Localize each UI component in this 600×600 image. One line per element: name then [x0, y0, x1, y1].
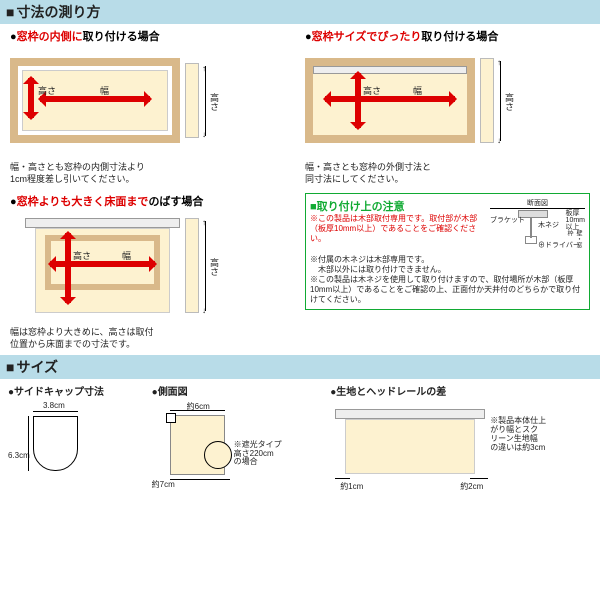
size1-diagram: 3.8cm 6.3cm [8, 401, 148, 491]
mount2-head: 窓枠サイズでぴったり取り付ける場合 [305, 28, 590, 44]
warning-box: ■取り付け上の注意 ※この製品は木部取付専用です。取付部が木部（板厚10mm以上… [305, 193, 590, 310]
mount1-head: 窓枠の内側に取り付ける場合 [10, 28, 295, 44]
mount1-diagram: 高さ 幅 ↑ ↓ 高さ [10, 48, 295, 158]
mount1-caption: 幅・高さとも窓枠の内側寸法より 1cm程度差し引いてください。 [10, 162, 295, 185]
section-title-1: 寸法の測り方 [16, 2, 100, 22]
size3-head: 生地とヘッドレールの差 [330, 383, 592, 398]
size1-head: サイドキャップ寸法 [8, 383, 148, 398]
mount3-caption: 幅は窓枠より大きめに、高さは取付 位置から床面までの寸法です。 [10, 327, 295, 350]
size2-diagram: 約6cm 約7cm ※遮光タイプ 高さ220cm の場合 [152, 401, 327, 491]
mount3-diagram: 高さ 幅 ↑ ↓ 高さ [10, 213, 295, 323]
mount2-diagram: 高さ 幅 ↑ ↓ 高さ [305, 48, 590, 158]
size3-diagram: 約1cm 約2cm ※製品本体仕上 がり幅とスク リーン生地幅 の違いは約3cm [330, 401, 592, 491]
section-title-2: サイズ [16, 357, 58, 377]
mount2-caption: 幅・高さとも窓枠の外側寸法と 同寸法にしてください。 [305, 162, 590, 185]
mount3-head: 窓枠よりも大きく床面までのばす場合 [10, 193, 295, 209]
size2-head: 側面図 [152, 383, 327, 398]
